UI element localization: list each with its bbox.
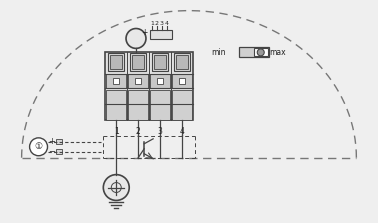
Text: 1: 1: [114, 127, 119, 136]
Bar: [172, 74, 192, 88]
Bar: [128, 74, 148, 88]
Bar: [254, 48, 268, 56]
Text: 3: 3: [158, 127, 163, 136]
Text: max: max: [270, 48, 286, 57]
Bar: [130, 53, 146, 71]
Bar: [152, 53, 168, 71]
Bar: [154, 55, 166, 69]
Bar: [150, 29, 172, 39]
Bar: [176, 55, 188, 69]
Bar: [56, 149, 62, 154]
Text: +: +: [48, 137, 55, 146]
Text: 1: 1: [150, 21, 154, 26]
Bar: [113, 78, 119, 84]
Text: 4: 4: [165, 21, 169, 26]
Circle shape: [103, 175, 129, 200]
Text: ①: ①: [34, 142, 43, 151]
Bar: [172, 90, 192, 120]
Circle shape: [257, 49, 264, 56]
Bar: [132, 55, 144, 69]
Bar: [174, 53, 190, 71]
Bar: [106, 74, 126, 88]
Bar: [150, 90, 170, 120]
Text: 2: 2: [136, 127, 141, 136]
Bar: [108, 53, 124, 71]
Bar: [110, 55, 122, 69]
Bar: [150, 74, 170, 88]
Text: 3: 3: [160, 21, 164, 26]
Circle shape: [29, 138, 48, 156]
Text: −: −: [48, 147, 55, 156]
Circle shape: [126, 29, 146, 48]
Bar: [56, 139, 62, 144]
Bar: [179, 78, 185, 84]
Bar: [157, 78, 163, 84]
Bar: [239, 47, 269, 57]
Bar: [128, 90, 148, 120]
Bar: [105, 52, 193, 120]
Text: min: min: [211, 48, 226, 57]
Bar: [106, 90, 126, 120]
Text: 2: 2: [155, 21, 159, 26]
Bar: [135, 78, 141, 84]
Text: +: +: [141, 28, 147, 37]
Text: 4: 4: [180, 127, 184, 136]
